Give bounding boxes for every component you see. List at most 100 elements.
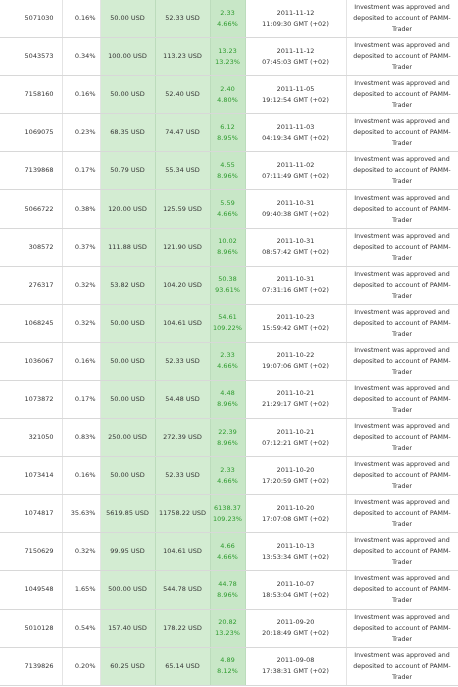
date-cell: 2011-10-23 15:59:42 GMT (+02) (245, 304, 347, 343)
date-cell: 2011-11-12 11:09:30 GMT (+02) (245, 0, 347, 39)
date-cell: 2011-11-03 04:19:34 GMT (+02) (245, 113, 347, 153)
time: 19:07:06 GMT (+02) (262, 362, 329, 371)
invested-amount: 5619.85 USD (100, 494, 156, 534)
current-amount: 52.33 USD (155, 456, 211, 496)
status: Investment was approved and deposited to… (346, 304, 458, 343)
share: 0.16% (62, 456, 101, 496)
share: 1.65% (62, 570, 101, 610)
investor-id: 7139826 (0, 647, 63, 686)
date: 2011-10-21 (276, 427, 315, 436)
profit: 4.48 (220, 389, 235, 398)
table-row: 7139868 0.17% 50.79 USD 55.34 USD 4.55 8.96% 2… (0, 151, 458, 191)
share: 0.32% (62, 304, 101, 343)
profit-cell: 4.89 8.12% (210, 647, 246, 686)
profit-cell: 4.55 8.96% (210, 151, 246, 191)
investor-id: 5071030 (0, 0, 63, 39)
current-amount: 121.90 USD (155, 228, 211, 267)
date-cell: 2011-10-07 18:53:04 GMT (+02) (245, 570, 347, 610)
date: 2011-09-08 (276, 656, 315, 665)
profit-cell: 6.12 8.95% (210, 113, 246, 153)
share: 0.23% (62, 113, 101, 153)
profit-percent: 8.96% (217, 438, 238, 447)
status: Investment was approved and deposited to… (346, 609, 458, 648)
time: 19:12:54 GMT (+02) (262, 95, 329, 104)
profit: 13.23 (218, 46, 237, 55)
time: 07:12:21 GMT (+02) (262, 438, 329, 447)
share: 0.17% (62, 380, 101, 420)
table-row: 7158160 0.16% 50.00 USD 52.40 USD 2.40 4.80% 2… (0, 75, 458, 115)
date: 2011-10-22 (276, 351, 315, 360)
date-cell: 2011-10-21 21:29:17 GMT (+02) (245, 380, 347, 420)
profit: 6138.37 (214, 503, 241, 512)
date: 2011-10-20 (276, 465, 315, 474)
table-row: 5071030 0.16% 50.00 USD 52.33 USD 2.33 4.66% 2… (0, 0, 458, 39)
profit-percent: 13.23% (215, 57, 240, 66)
status: Investment was approved and deposited to… (346, 494, 458, 534)
investor-id: 1036067 (0, 342, 63, 381)
date: 2011-11-12 (276, 46, 315, 55)
profit-percent: 4.66% (217, 476, 238, 485)
status: Investment was approved and deposited to… (346, 151, 458, 191)
invested-amount: 157.40 USD (100, 609, 156, 648)
investor-id: 7158160 (0, 75, 63, 115)
share: 0.16% (62, 75, 101, 115)
profit-percent: 13.23% (215, 629, 240, 638)
profit-percent: 8.96% (217, 171, 238, 180)
profit-cell: 2.33 4.66% (210, 0, 246, 39)
date: 2011-10-31 (276, 275, 315, 284)
table-row: 1069075 0.23% 68.35 USD 74.47 USD 6.12 8.95% 2… (0, 113, 458, 153)
current-amount: 11758.22 USD (155, 494, 211, 534)
status: Investment was approved and deposited to… (346, 532, 458, 572)
profit-cell: 44.78 8.96% (210, 570, 246, 610)
date: 2011-10-20 (276, 503, 315, 512)
profit-percent: 8.96% (217, 400, 238, 409)
investor-id: 7139868 (0, 151, 63, 191)
profit-percent: 8.12% (217, 667, 238, 676)
invested-amount: 60.25 USD (100, 647, 156, 686)
date-cell: 2011-11-12 07:45:03 GMT (+02) (245, 37, 347, 77)
investor-id: 1074817 (0, 494, 63, 534)
table-row: 1073872 0.17% 50.00 USD 54.48 USD 4.48 8.96% 2… (0, 380, 458, 420)
current-amount: 54.48 USD (155, 380, 211, 420)
share: 0.32% (62, 532, 101, 572)
status: Investment was approved and deposited to… (346, 75, 458, 115)
share: 0.83% (62, 418, 101, 458)
current-amount: 55.34 USD (155, 151, 211, 191)
date: 2011-10-07 (276, 579, 315, 588)
date-cell: 2011-11-02 07:11:49 GMT (+02) (245, 151, 347, 191)
date-cell: 2011-11-05 19:12:54 GMT (+02) (245, 75, 347, 115)
profit-percent: 4.66% (217, 552, 238, 561)
date: 2011-11-12 (276, 8, 315, 17)
profit-cell: 50.38 93.61% (210, 266, 246, 305)
profit-cell: 22.39 8.96% (210, 418, 246, 458)
current-amount: 125.59 USD (155, 189, 211, 229)
profit: 2.33 (220, 8, 235, 17)
current-amount: 178.22 USD (155, 609, 211, 648)
date-cell: 2011-10-31 08:57:42 GMT (+02) (245, 228, 347, 267)
share: 0.54% (62, 609, 101, 648)
status: Investment was approved and deposited to… (346, 0, 458, 39)
profit: 4.66 (220, 541, 235, 550)
date: 2011-10-31 (276, 237, 315, 246)
profit-percent: 109.23% (213, 514, 242, 523)
time: 07:31:16 GMT (+02) (262, 286, 329, 295)
current-amount: 104.61 USD (155, 304, 211, 343)
status: Investment was approved and deposited to… (346, 418, 458, 458)
table-row: 5010128 0.54% 157.40 USD 178.22 USD 20.82 13.… (0, 609, 458, 648)
profit-cell: 54.61 109.22% (210, 304, 246, 343)
investor-id: 7150629 (0, 532, 63, 572)
profit-cell: 2.33 4.66% (210, 342, 246, 381)
date-cell: 2011-09-08 17:38:31 GMT (+02) (245, 647, 347, 686)
table-row: 5043573 0.34% 100.00 USD 113.23 USD 13.23 13.… (0, 37, 458, 77)
profit-percent: 4.66% (217, 362, 238, 371)
investor-id: 1069075 (0, 113, 63, 153)
table-row: 1049548 1.65% 500.00 USD 544.78 USD 44.78 8.9… (0, 570, 458, 610)
table-row: 321050 0.83% 250.00 USD 272.39 USD 22.39 8.96… (0, 418, 458, 458)
invested-amount: 50.79 USD (100, 151, 156, 191)
invested-amount: 50.00 USD (100, 75, 156, 115)
time: 17:38:31 GMT (+02) (262, 667, 329, 676)
date-cell: 2011-10-20 17:07:08 GMT (+02) (245, 494, 347, 534)
current-amount: 104.20 USD (155, 266, 211, 305)
profit: 5.59 (220, 199, 235, 208)
